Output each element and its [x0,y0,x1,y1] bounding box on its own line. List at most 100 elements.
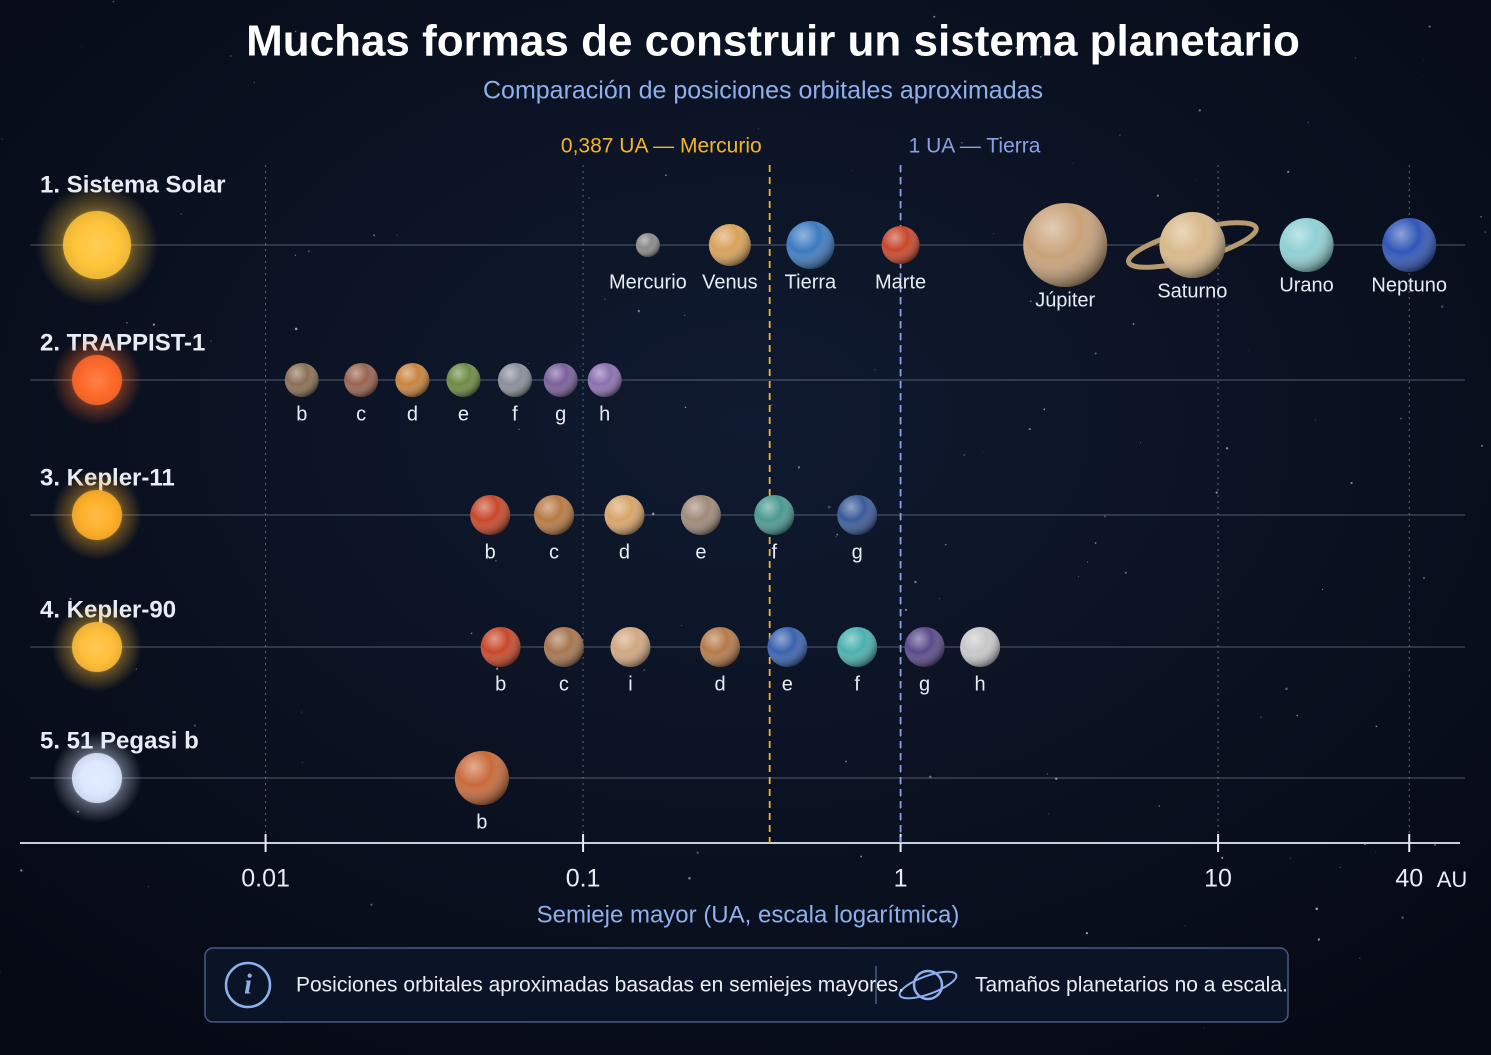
background-star [527,363,529,365]
background-star [1054,777,1058,780]
planet-shade [960,627,1001,667]
background-star [1350,481,1353,485]
host-star-core [63,211,131,279]
background-star [210,340,212,342]
reference-label: 0,387 UA — Mercurio [561,135,762,158]
background-star [963,454,966,456]
background-star [929,775,932,778]
background-star [961,142,963,144]
background-star [152,323,155,326]
background-star [1221,856,1224,859]
background-star [681,625,682,626]
background-star [1072,162,1074,164]
background-star [579,365,582,368]
background-star [307,250,310,253]
background-star [733,913,736,916]
note-text: Tamaños planetarios no a escala. [975,974,1288,997]
background-star [1078,576,1080,578]
background-star [1046,773,1049,775]
planet-label: i [628,673,632,695]
background-star [758,128,759,130]
background-star [470,632,473,635]
background-star [651,512,655,516]
planet-label: b [495,673,506,695]
background-star [193,724,197,727]
background-star [836,533,839,536]
background-star [1375,725,1378,728]
planet-label: Neptuno [1371,274,1447,296]
background-star [1289,857,1291,859]
planet-label: e [695,541,706,563]
planet-label: d [714,673,725,695]
background-star [945,543,947,546]
background-star [1314,419,1316,421]
planet-shade [480,627,521,667]
note-box [204,947,1289,1023]
planet-shade [1159,212,1226,278]
background-star [1184,925,1186,927]
background-star [1484,231,1487,234]
background-star [1295,45,1298,48]
planet-label: Urano [1279,274,1333,296]
x-axis-unit: AU [1437,867,1468,892]
background-star [472,305,474,307]
background-star [983,452,984,454]
background-star [1317,938,1321,941]
background-star [1119,134,1121,136]
planet-shade [454,751,509,805]
planet-label: c [549,541,559,563]
background-star [147,885,149,887]
planet-label: Marte [875,271,926,293]
background-star [69,597,72,600]
background-star [112,0,115,3]
background-star [1,138,3,140]
background-star [1043,408,1046,411]
planet-shade [786,221,835,269]
planet-shade [1023,203,1108,287]
background-star [1428,25,1431,28]
background-star [1260,716,1262,718]
background-star [643,669,646,671]
background-star [1480,215,1482,218]
planet-label: Mercurio [609,271,687,293]
background-star [797,466,801,469]
background-star [1321,588,1324,591]
background-star [1423,577,1425,579]
planet-shade [587,363,622,397]
background-star [933,15,936,18]
planet-shade [1279,218,1334,272]
background-star [253,81,255,83]
x-axis-title: Semieje mayor (UA, escala logarítmica) [537,901,960,928]
x-tick-label: 10 [1204,865,1232,893]
background-star [294,327,298,331]
background-star [1139,442,1141,444]
background-star [665,174,667,177]
background-star [1086,561,1089,563]
background-star [1094,542,1097,544]
background-star [301,711,302,713]
background-star [1094,352,1097,355]
planet-shade [543,627,584,667]
background-star [736,128,738,129]
planet-shade [881,226,920,264]
planet-label: f [771,541,777,563]
background-star [616,95,617,97]
host-star-core [72,490,122,540]
planet-shade [837,495,878,535]
background-star [914,580,917,584]
background-star [1225,447,1229,450]
info-icon-glyph: i [244,969,252,1000]
planet-label: Júpiter [1035,289,1095,311]
background-star [993,233,995,235]
background-star [1315,907,1319,911]
background-star [1039,55,1042,58]
background-star [742,34,744,35]
background-star [684,406,687,409]
background-star [518,428,520,431]
background-star [1085,932,1089,935]
planet-shade [680,495,721,535]
planet-shade [497,363,532,397]
planet-shade [635,233,660,257]
background-star [835,536,837,538]
